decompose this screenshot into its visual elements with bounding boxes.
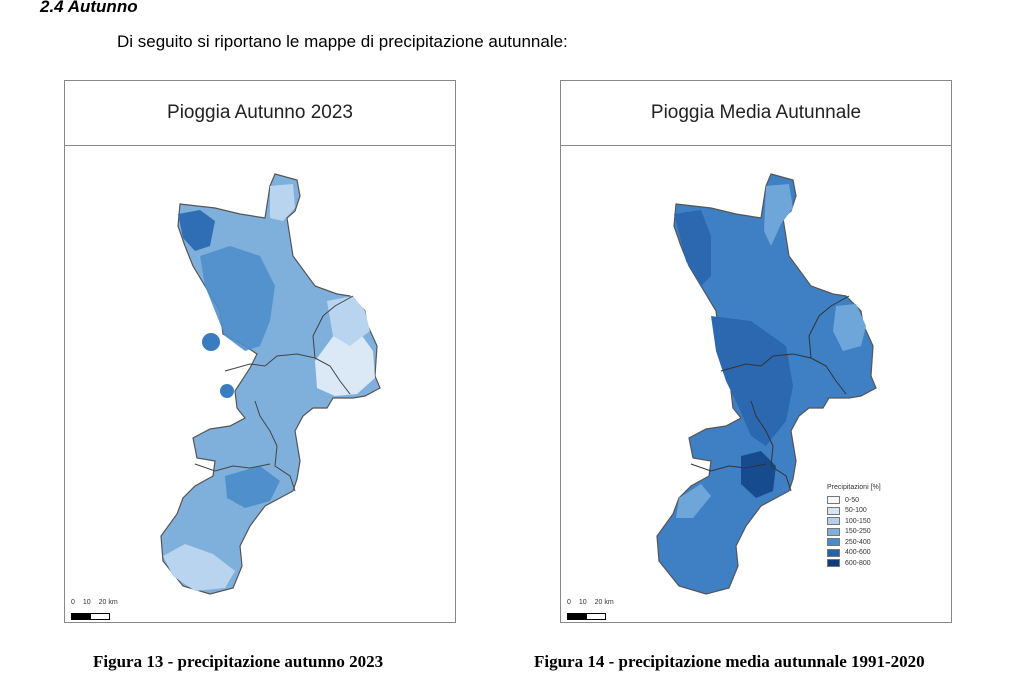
zone-light-northeast bbox=[327, 296, 370, 346]
legend-swatch bbox=[827, 496, 840, 505]
zone-dark-northwest bbox=[178, 210, 215, 251]
legend-swatch bbox=[827, 548, 840, 557]
legend-swatch bbox=[827, 538, 840, 547]
legend-item: 250-400 bbox=[827, 537, 881, 548]
scale-label: 20 km bbox=[594, 599, 614, 606]
figure-caption: Figura 13 - precipitazione autunno 2023 bbox=[93, 652, 384, 671]
zone-mid-south bbox=[225, 466, 280, 508]
scale-label: 0 bbox=[567, 599, 571, 606]
legend-item: 600-800 bbox=[827, 558, 881, 569]
zone-light-north-strip bbox=[270, 184, 295, 221]
province-border bbox=[254, 400, 296, 492]
zone-dark-spot bbox=[202, 333, 220, 351]
intro-text: Di seguito si riportano le mappe di prec… bbox=[117, 32, 568, 51]
scale-segment-black bbox=[71, 613, 91, 620]
scale-label: 10 bbox=[578, 599, 587, 606]
zone-mid-interior bbox=[711, 316, 793, 446]
legend-swatch bbox=[827, 527, 840, 536]
scale-bar: 0 10 20 km bbox=[567, 599, 637, 621]
province-border bbox=[194, 463, 271, 472]
legend-title: Precipitazioni [%] bbox=[827, 484, 881, 491]
scale-label: 0 bbox=[71, 599, 75, 606]
legend-item: 50-100 bbox=[827, 506, 881, 517]
legend-label: 50-100 bbox=[845, 507, 867, 515]
legend-label: 100-150 bbox=[845, 517, 871, 525]
map-title: Pioggia Media Autunnale bbox=[561, 81, 951, 146]
legend-swatch bbox=[827, 506, 840, 515]
legend-label: 600-800 bbox=[845, 559, 871, 567]
map-title: Pioggia Autunno 2023 bbox=[65, 81, 455, 146]
section-title: 2.4 Autunno bbox=[40, 0, 138, 16]
precipitation-legend: Precipitazioni [%] 0-50 50-100 100-150 150-… bbox=[827, 484, 881, 569]
zone-dark-south bbox=[741, 451, 776, 498]
province-border bbox=[690, 463, 767, 472]
legend-item: 100-150 bbox=[827, 516, 881, 527]
legend-label: 250-400 bbox=[845, 538, 871, 546]
legend-swatch bbox=[827, 559, 840, 568]
figure-caption: Figura 14 - precipitazione media autunna… bbox=[534, 652, 925, 671]
province-border bbox=[224, 353, 351, 395]
scale-segment-black bbox=[567, 613, 587, 620]
zone-mid-north bbox=[200, 246, 275, 351]
scale-label: 20 km bbox=[98, 599, 118, 606]
zone-dark-spot bbox=[220, 384, 234, 398]
legend-item: 150-250 bbox=[827, 527, 881, 538]
province-border bbox=[312, 295, 354, 359]
legend-label: 0-50 bbox=[845, 496, 860, 504]
map-panel-media-autunnale: Pioggia Media Autunnale Precipitazioni [… bbox=[560, 80, 952, 623]
map-panel-autunno-2023: Pioggia Autunno 2023 0 10 20 km bbox=[64, 80, 456, 623]
scale-segment-white bbox=[90, 613, 110, 620]
province-border bbox=[808, 295, 850, 359]
map-calabria-2023 bbox=[160, 173, 381, 595]
scale-segment-white bbox=[586, 613, 606, 620]
province-border bbox=[720, 353, 847, 395]
legend-label: 150-250 bbox=[845, 528, 871, 536]
zone-light-east bbox=[315, 326, 375, 396]
zone-light-south bbox=[163, 544, 235, 591]
province-border bbox=[750, 400, 792, 492]
scale-label: 10 bbox=[82, 599, 91, 606]
map-calabria-media bbox=[656, 173, 877, 595]
legend-item: 400-600 bbox=[827, 548, 881, 559]
legend-label: 400-600 bbox=[845, 549, 871, 557]
legend-swatch bbox=[827, 517, 840, 526]
legend-item: 0-50 bbox=[827, 495, 881, 506]
zone-mid-northwest bbox=[674, 210, 711, 286]
zone-light-north-strip bbox=[764, 184, 793, 246]
scale-bar: 0 10 20 km bbox=[71, 599, 141, 621]
zone-light-east bbox=[833, 304, 866, 351]
zone-light-coast bbox=[676, 484, 711, 518]
